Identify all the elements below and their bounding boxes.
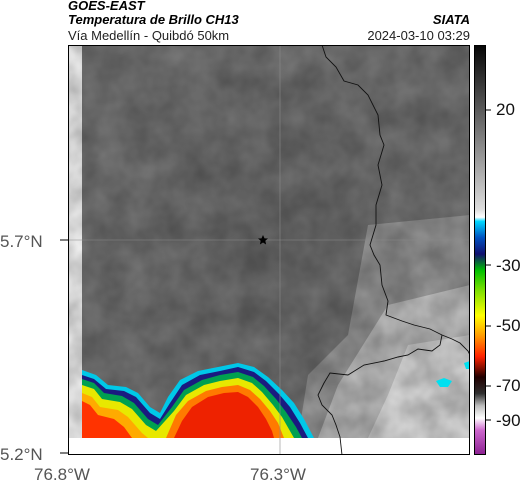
satellite-title: GOES-EAST xyxy=(68,0,145,13)
star-icon xyxy=(258,235,268,245)
cloud-texture xyxy=(82,45,470,438)
map-bottom-strip xyxy=(68,438,470,455)
lat-tick-mark-1 xyxy=(60,239,68,241)
colorbar-tick-marks xyxy=(486,109,491,421)
lon-tick-76.8: 76.8°W xyxy=(34,465,90,484)
agency-label: SIATA xyxy=(432,12,470,27)
colorbar-tick-minus90: -90 xyxy=(496,411,521,430)
storm-red-center xyxy=(174,392,274,438)
satellite-map xyxy=(68,45,470,455)
storm-red-west xyxy=(82,401,132,438)
border-line-south xyxy=(317,334,443,455)
colorbar-tick-minus30: -30 xyxy=(496,256,521,275)
region-subtitle: Vía Medellín - Quibdó 50km xyxy=(68,28,230,43)
border-line xyxy=(321,45,470,356)
cold-patch-edge xyxy=(464,361,470,369)
colorbar-tick-minus50: -50 xyxy=(496,316,521,335)
colorbar-tick-20: 20 xyxy=(496,100,515,119)
map-frame xyxy=(68,45,470,455)
product-title: Temperatura de Brillo CH13 xyxy=(68,12,239,27)
colorbar xyxy=(474,45,486,455)
lat-tick-mark-2 xyxy=(60,452,68,454)
cold-patch-east xyxy=(436,378,452,387)
lat-tick-5.7: 5.7°N xyxy=(0,232,43,251)
lon-tick-76.3: 76.3°W xyxy=(250,465,306,484)
colorbar-tick-minus70: -70 xyxy=(496,376,521,395)
lat-tick-5.2: 5.2°N xyxy=(0,445,43,464)
datetime-label: 2024-03-10 03:29 xyxy=(367,28,470,43)
